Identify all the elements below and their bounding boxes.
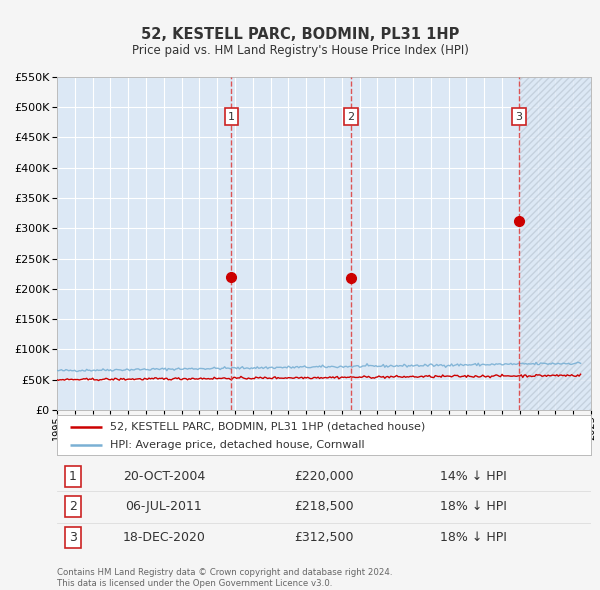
Text: 20-OCT-2004: 20-OCT-2004	[122, 470, 205, 483]
Text: 1: 1	[69, 470, 77, 483]
Text: £218,500: £218,500	[294, 500, 354, 513]
Text: 1: 1	[228, 112, 235, 122]
Text: This data is licensed under the Open Government Licence v3.0.: This data is licensed under the Open Gov…	[57, 579, 332, 588]
Text: £312,500: £312,500	[294, 531, 354, 544]
Text: 18% ↓ HPI: 18% ↓ HPI	[440, 500, 507, 513]
Text: 52, KESTELL PARC, BODMIN, PL31 1HP (detached house): 52, KESTELL PARC, BODMIN, PL31 1HP (deta…	[110, 422, 425, 432]
Text: 2: 2	[69, 500, 77, 513]
Text: 18-DEC-2020: 18-DEC-2020	[122, 531, 205, 544]
Text: 18% ↓ HPI: 18% ↓ HPI	[440, 531, 507, 544]
Text: 3: 3	[69, 531, 77, 544]
Bar	[519, 77, 591, 410]
Text: 14% ↓ HPI: 14% ↓ HPI	[440, 470, 507, 483]
Text: 2: 2	[347, 112, 355, 122]
Text: 52, KESTELL PARC, BODMIN, PL31 1HP: 52, KESTELL PARC, BODMIN, PL31 1HP	[141, 27, 459, 41]
Text: Contains HM Land Registry data © Crown copyright and database right 2024.: Contains HM Land Registry data © Crown c…	[57, 568, 392, 576]
Text: 3: 3	[515, 112, 523, 122]
Text: HPI: Average price, detached house, Cornwall: HPI: Average price, detached house, Corn…	[110, 441, 365, 450]
Text: £220,000: £220,000	[294, 470, 354, 483]
Text: Price paid vs. HM Land Registry's House Price Index (HPI): Price paid vs. HM Land Registry's House …	[131, 44, 469, 57]
Text: 06-JUL-2011: 06-JUL-2011	[125, 500, 202, 513]
